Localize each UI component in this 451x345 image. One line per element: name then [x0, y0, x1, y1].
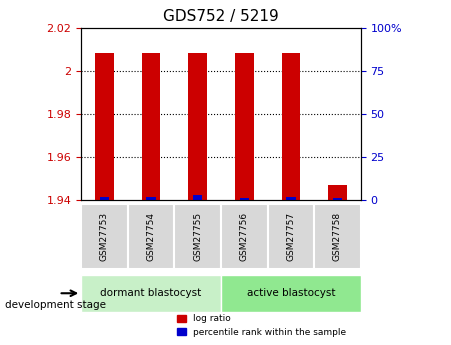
Text: GSM27754: GSM27754 [147, 212, 156, 261]
Bar [333, 198, 342, 200]
Bar [142, 53, 161, 200]
Text: GSM27755: GSM27755 [193, 212, 202, 261]
Text: dormant blastocyst: dormant blastocyst [101, 288, 202, 298]
Bar [281, 53, 300, 200]
FancyBboxPatch shape [128, 204, 175, 269]
FancyBboxPatch shape [267, 204, 314, 269]
FancyBboxPatch shape [314, 204, 361, 269]
Bar [328, 185, 347, 200]
Bar [235, 53, 253, 200]
Legend: log ratio, percentile rank within the sample: log ratio, percentile rank within the sa… [173, 311, 350, 341]
Bar [193, 195, 202, 200]
FancyBboxPatch shape [221, 204, 267, 269]
Text: active blastocyst: active blastocyst [247, 288, 335, 298]
Text: GSM27758: GSM27758 [333, 212, 342, 261]
Text: development stage: development stage [5, 300, 106, 310]
FancyBboxPatch shape [221, 275, 361, 312]
Text: GSM27757: GSM27757 [286, 212, 295, 261]
Title: GDS752 / 5219: GDS752 / 5219 [163, 9, 279, 24]
Text: GSM27753: GSM27753 [100, 212, 109, 261]
Bar [239, 198, 249, 200]
Bar [95, 53, 114, 200]
Bar [189, 53, 207, 200]
Text: GSM27756: GSM27756 [240, 212, 249, 261]
FancyBboxPatch shape [81, 204, 128, 269]
Bar [147, 197, 156, 200]
Bar [100, 197, 109, 200]
FancyBboxPatch shape [175, 204, 221, 269]
FancyBboxPatch shape [81, 275, 221, 312]
Bar [286, 197, 295, 200]
